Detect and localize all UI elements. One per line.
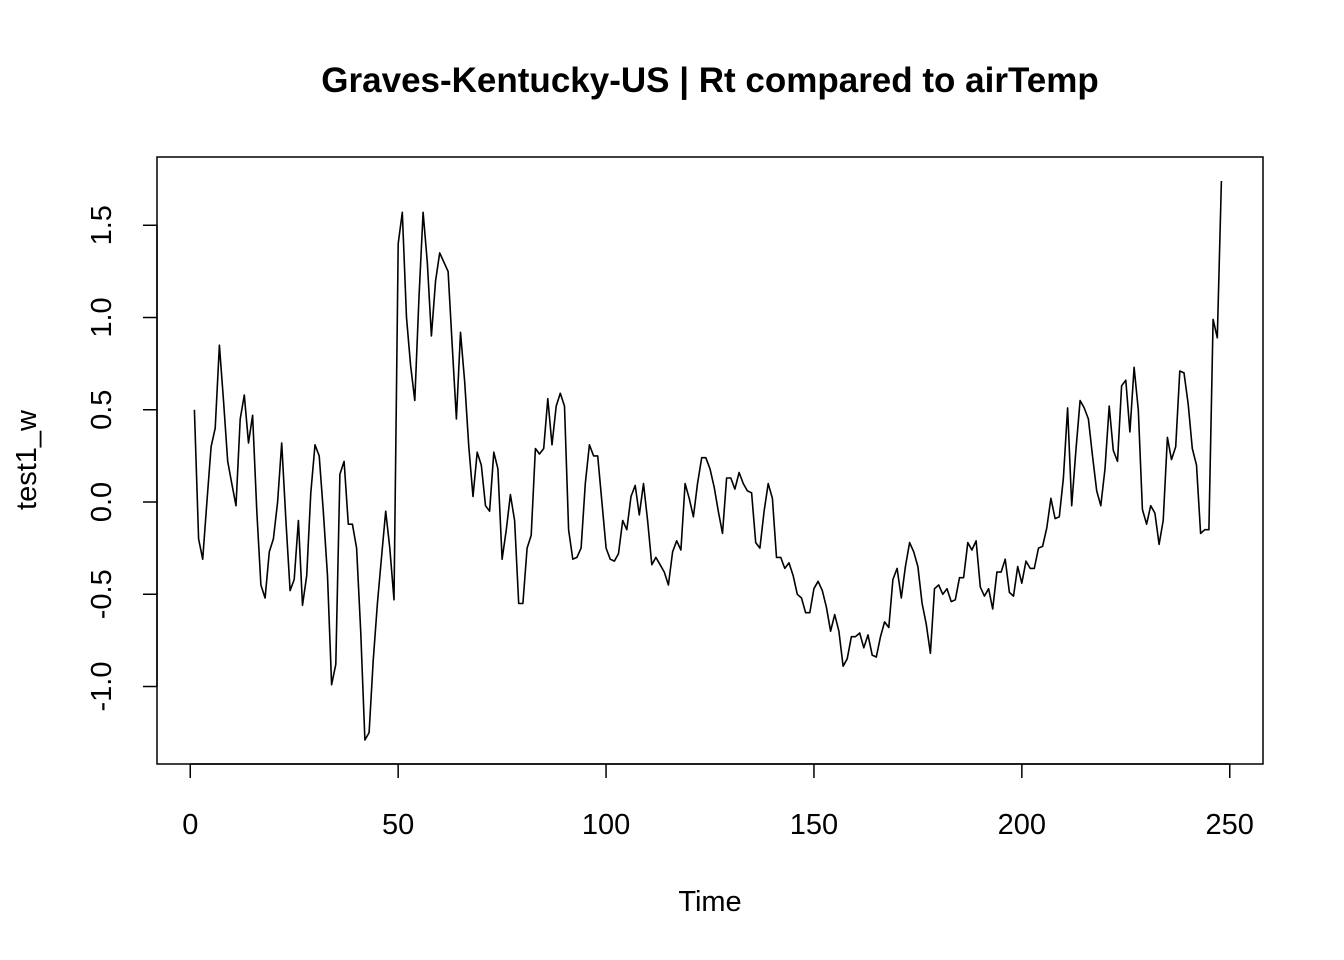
x-tick-label: 200	[998, 809, 1046, 841]
x-tick-label: 100	[582, 809, 630, 841]
plot-frame	[157, 157, 1263, 764]
y-tick-label: 0.0	[86, 482, 118, 522]
y-tick-label: 1.0	[86, 297, 118, 337]
y-tick-label: -0.5	[86, 569, 118, 619]
y-axis: -1.0 -0.5 0.0 0.5 1.0 1.5	[86, 205, 157, 711]
chart-title: Graves-Kentucky-US | Rt compared to airT…	[321, 61, 1098, 100]
x-axis: 0 50 100 150 200 250	[182, 764, 1254, 841]
x-tick-label: 250	[1206, 809, 1254, 841]
series-layer	[194, 181, 1221, 740]
y-tick-label: -1.0	[86, 662, 118, 712]
y-axis-label: test1_w	[11, 409, 43, 510]
y-tick-label: 0.5	[86, 390, 118, 430]
y-tick-label: 1.5	[86, 205, 118, 245]
x-axis-label: Time	[678, 886, 741, 918]
x-tick-label: 0	[182, 809, 198, 841]
series-line-0	[194, 181, 1221, 740]
x-tick-label: 150	[790, 809, 838, 841]
x-tick-label: 50	[382, 809, 414, 841]
